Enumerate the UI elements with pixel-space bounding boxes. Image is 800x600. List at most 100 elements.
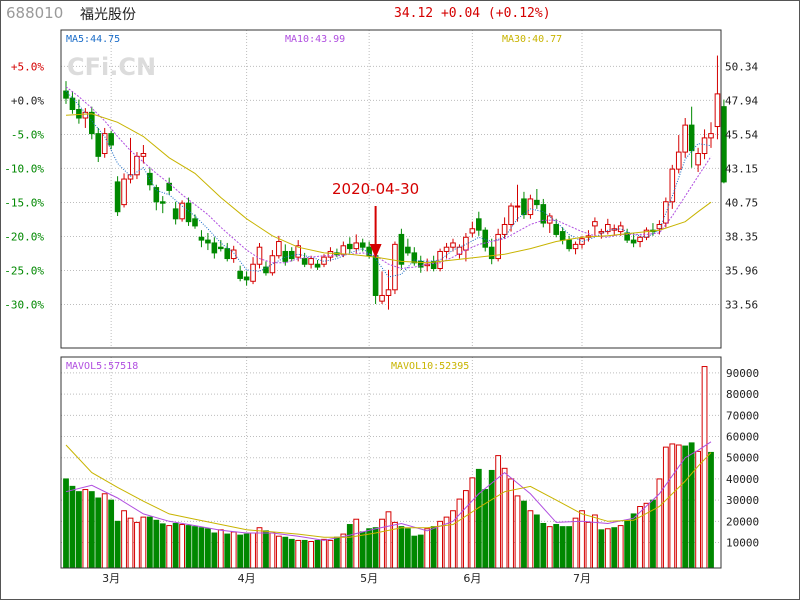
volume-bar <box>230 531 237 569</box>
candle-body <box>211 242 218 254</box>
volume-bar <box>579 510 585 569</box>
ma5-line <box>65 90 712 278</box>
candle-body <box>301 258 308 265</box>
volume-bar <box>404 528 411 569</box>
volume-tick-label: 90000 <box>726 367 759 380</box>
volume-bar <box>250 532 256 569</box>
candle-body <box>108 133 114 146</box>
volume-bar <box>63 478 69 569</box>
candle-body <box>282 250 289 262</box>
volume-bar <box>224 533 231 569</box>
price-tick-label: 33.56 <box>725 299 758 312</box>
volume-bar <box>308 540 315 569</box>
annotation-arrow-head <box>369 244 382 258</box>
candle-body <box>540 204 547 224</box>
volume-tick-label: 80000 <box>726 388 759 401</box>
watermark: CFi.CN <box>67 53 156 81</box>
candle-body <box>327 250 334 258</box>
candle-body <box>218 246 224 250</box>
candle-body <box>127 174 134 180</box>
candle-body <box>430 260 437 270</box>
pct-tick-label: -5.0% <box>11 128 44 141</box>
candle-body <box>546 215 553 224</box>
candle-body <box>656 223 663 230</box>
volume-bar <box>398 526 405 569</box>
candle-body <box>443 246 450 252</box>
volume-tick-label: 70000 <box>726 409 759 422</box>
candle-body <box>637 236 643 243</box>
volume-bar <box>146 516 153 569</box>
candle-body <box>205 239 211 244</box>
volume-bar <box>198 527 205 569</box>
volume-bar <box>185 525 192 569</box>
candle-body <box>269 255 276 274</box>
candle-body <box>89 111 95 135</box>
month-label: 5月 <box>360 572 378 585</box>
candle-body <box>63 90 69 99</box>
volume-bar <box>701 366 708 569</box>
volume-bar <box>566 526 573 569</box>
candle-body <box>450 242 456 248</box>
candle-body <box>501 223 508 235</box>
candle-body <box>643 229 650 238</box>
volume-bar <box>585 521 592 569</box>
volume-bar <box>134 521 140 569</box>
candle-body <box>140 153 147 157</box>
candle-body <box>101 133 108 155</box>
candle-body <box>153 187 160 203</box>
volume-bar <box>533 514 540 569</box>
volume-bar <box>205 528 211 569</box>
candle-body <box>675 151 682 170</box>
candle-body <box>572 243 579 250</box>
volume-bar <box>385 511 392 569</box>
volume-bar <box>217 529 224 569</box>
ma30-line <box>65 113 712 264</box>
volume-bar <box>140 516 147 569</box>
candle-body <box>566 239 572 250</box>
volume-panel-border <box>60 356 722 569</box>
month-label: 6月 <box>463 572 481 585</box>
volume-bar <box>256 527 263 569</box>
volume-bar <box>314 539 321 569</box>
volume-bar <box>669 443 676 569</box>
candle-body <box>256 246 263 265</box>
candle-body <box>592 221 598 227</box>
candle-body <box>605 223 611 233</box>
volume-bar <box>166 525 173 569</box>
volume-bar <box>630 513 637 569</box>
month-label: 4月 <box>238 572 256 585</box>
volume-bar <box>437 520 444 569</box>
candle-body <box>598 231 605 234</box>
candle-body <box>411 252 418 264</box>
candle-body <box>224 248 231 260</box>
candle-body <box>353 242 360 250</box>
volume-bar <box>275 535 282 569</box>
volume-legend-mavol10: MAVOL10:52395 <box>391 361 469 372</box>
volume-bar <box>430 526 437 569</box>
month-label: 7月 <box>573 572 591 585</box>
volume-bar <box>237 534 244 569</box>
candle-body <box>263 266 269 274</box>
volume-bar <box>108 499 115 569</box>
pct-tick-label: +5.0% <box>11 60 44 73</box>
volume-bar <box>495 455 502 569</box>
volume-bar <box>482 489 489 569</box>
pct-tick-label: -25.0% <box>4 265 44 278</box>
volume-tick-label: 60000 <box>726 431 759 444</box>
volume-bar <box>424 528 431 569</box>
volume-bar <box>559 526 566 569</box>
month-label: 3月 <box>102 572 120 585</box>
candle-body <box>321 256 327 265</box>
candle-body <box>159 201 166 204</box>
volume-bar <box>127 517 134 569</box>
stock-name: 福光股份 <box>80 7 136 23</box>
volume-bar <box>688 442 695 569</box>
candle-body <box>230 249 237 260</box>
candle-body <box>295 245 301 258</box>
candle-body <box>359 242 366 248</box>
volume-bar <box>269 532 276 569</box>
candle-body <box>147 172 153 186</box>
candle-body <box>701 137 708 155</box>
candle-body <box>198 236 205 241</box>
volume-bar <box>76 491 82 569</box>
